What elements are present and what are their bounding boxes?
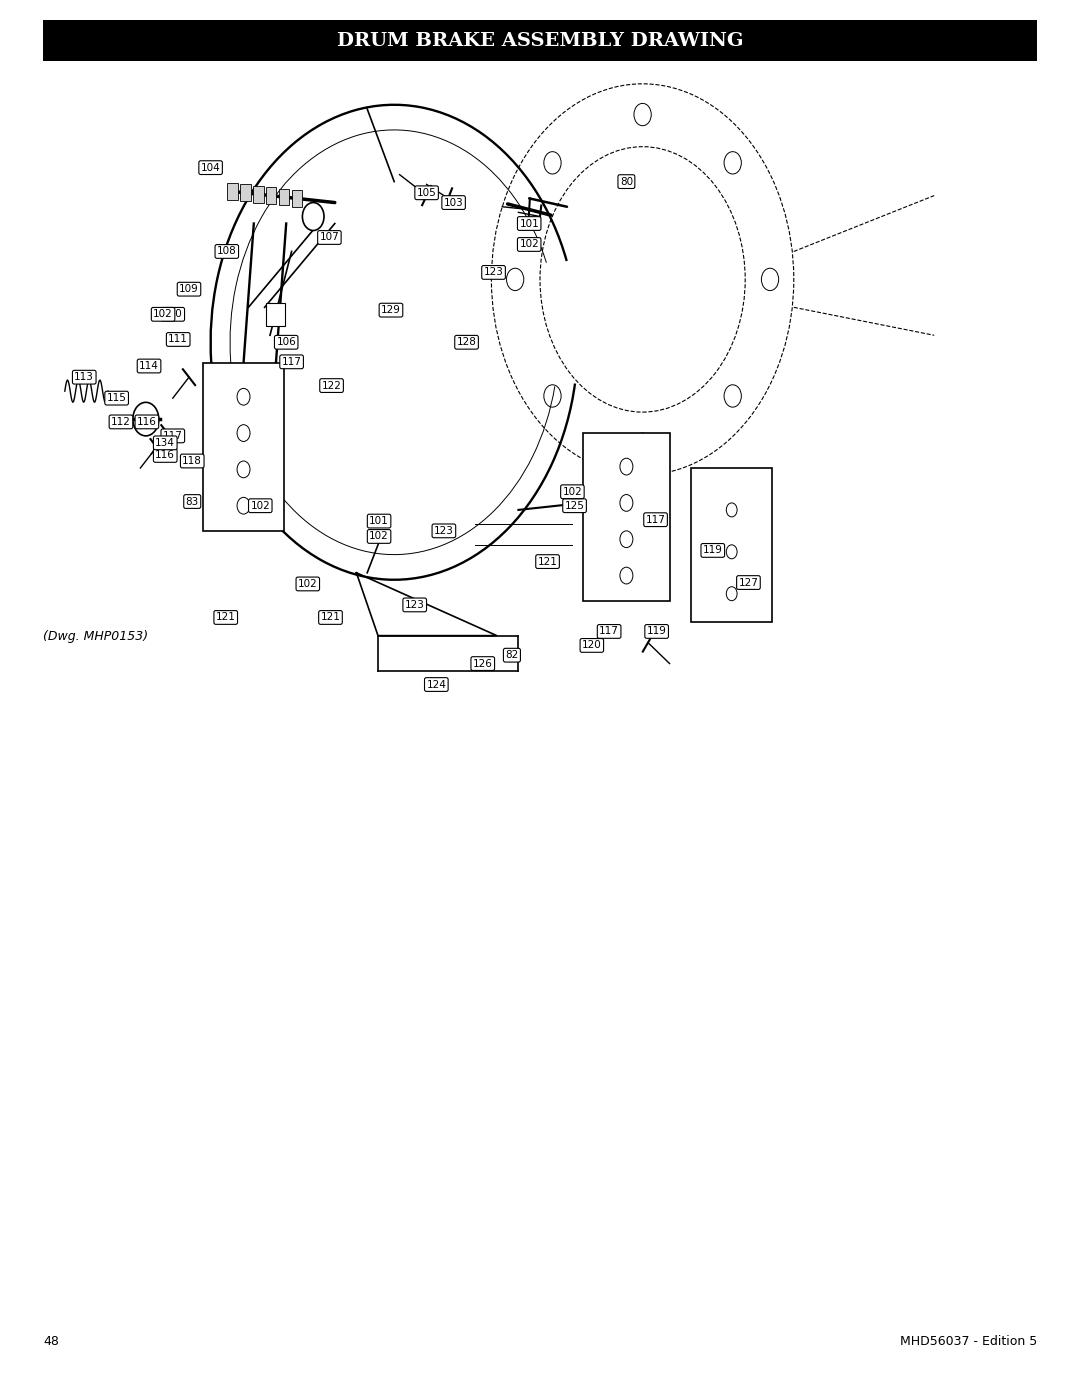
Text: 121: 121 bbox=[321, 612, 340, 623]
Text: 80: 80 bbox=[620, 176, 633, 187]
FancyBboxPatch shape bbox=[583, 433, 670, 601]
Text: 102: 102 bbox=[251, 500, 270, 511]
Text: 123: 123 bbox=[484, 267, 503, 278]
Text: 102: 102 bbox=[369, 531, 389, 542]
Text: 106: 106 bbox=[276, 337, 296, 348]
Text: 125: 125 bbox=[565, 500, 584, 511]
FancyBboxPatch shape bbox=[240, 184, 251, 201]
Text: 123: 123 bbox=[434, 525, 454, 536]
Text: 120: 120 bbox=[582, 640, 602, 651]
Text: 101: 101 bbox=[519, 218, 539, 229]
Text: 48: 48 bbox=[43, 1336, 59, 1348]
Text: 127: 127 bbox=[739, 577, 758, 588]
Circle shape bbox=[302, 203, 324, 231]
Text: 104: 104 bbox=[201, 162, 220, 173]
Text: 102: 102 bbox=[153, 309, 173, 320]
Text: 116: 116 bbox=[156, 450, 175, 461]
FancyBboxPatch shape bbox=[691, 468, 772, 622]
Text: 82: 82 bbox=[505, 650, 518, 661]
Text: 116: 116 bbox=[137, 416, 157, 427]
Text: 108: 108 bbox=[217, 246, 237, 257]
Text: 111: 111 bbox=[168, 334, 188, 345]
Text: DRUM BRAKE ASSEMBLY DRAWING: DRUM BRAKE ASSEMBLY DRAWING bbox=[337, 32, 743, 49]
Text: 114: 114 bbox=[139, 360, 159, 372]
Text: 119: 119 bbox=[647, 626, 666, 637]
Text: 117: 117 bbox=[599, 626, 619, 637]
Text: 119: 119 bbox=[703, 545, 723, 556]
Text: 113: 113 bbox=[75, 372, 94, 383]
FancyBboxPatch shape bbox=[279, 189, 289, 205]
FancyBboxPatch shape bbox=[253, 186, 264, 203]
FancyBboxPatch shape bbox=[43, 20, 1037, 61]
Text: 110: 110 bbox=[163, 309, 183, 320]
Text: MHD56037 - Edition 5: MHD56037 - Edition 5 bbox=[900, 1336, 1037, 1348]
Text: 134: 134 bbox=[156, 437, 175, 448]
Text: 102: 102 bbox=[519, 239, 539, 250]
Text: 102: 102 bbox=[563, 486, 582, 497]
FancyBboxPatch shape bbox=[203, 363, 284, 531]
Text: 105: 105 bbox=[417, 187, 436, 198]
Text: (Dwg. MHP0153): (Dwg. MHP0153) bbox=[43, 630, 148, 643]
Text: 121: 121 bbox=[538, 556, 557, 567]
FancyBboxPatch shape bbox=[292, 190, 302, 207]
Text: 115: 115 bbox=[107, 393, 126, 404]
Text: 117: 117 bbox=[282, 356, 301, 367]
Text: 121: 121 bbox=[216, 612, 235, 623]
Text: 103: 103 bbox=[444, 197, 463, 208]
Text: 117: 117 bbox=[646, 514, 665, 525]
Text: 109: 109 bbox=[179, 284, 199, 295]
Text: 101: 101 bbox=[369, 515, 389, 527]
Text: 128: 128 bbox=[457, 337, 476, 348]
Text: 83: 83 bbox=[186, 496, 199, 507]
Text: 102: 102 bbox=[298, 578, 318, 590]
FancyBboxPatch shape bbox=[266, 303, 285, 326]
Text: 112: 112 bbox=[111, 416, 131, 427]
Text: 123: 123 bbox=[405, 599, 424, 610]
Text: 122: 122 bbox=[322, 380, 341, 391]
Text: 107: 107 bbox=[320, 232, 339, 243]
Text: 117: 117 bbox=[163, 430, 183, 441]
Text: 118: 118 bbox=[183, 455, 202, 467]
FancyBboxPatch shape bbox=[227, 183, 238, 200]
Text: 126: 126 bbox=[473, 658, 492, 669]
FancyBboxPatch shape bbox=[266, 187, 276, 204]
Text: 129: 129 bbox=[381, 305, 401, 316]
Text: 124: 124 bbox=[427, 679, 446, 690]
